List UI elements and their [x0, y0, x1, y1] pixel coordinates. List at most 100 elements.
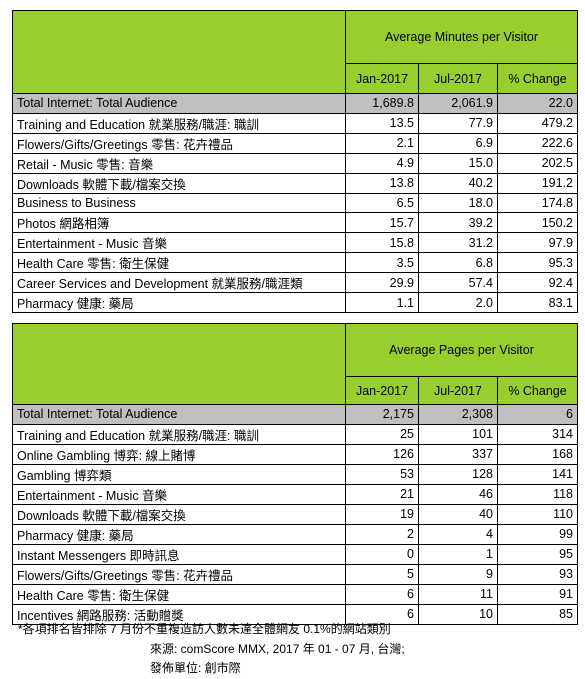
row-label: Gambling 博弈類	[12, 463, 346, 485]
cell-value: 22.0	[497, 93, 578, 114]
footnote: 發佈單位: 創市際	[150, 661, 241, 675]
cell-value: 4	[418, 523, 498, 545]
table-row: Flowers/Gifts/Greetings 零售: 花卉禮品 2.1 6.9 22…	[12, 132, 578, 154]
header-title: Average Minutes per Visitor	[345, 10, 578, 64]
table-row: Health Care 零售: 衛生保健 6 11 91	[12, 583, 578, 605]
row-label: Entertainment - Music 音樂	[12, 232, 346, 254]
footnote: *各項排名皆排除 7 月份不重複造訪人數未達全體網友 0.1%的網站類別	[18, 622, 391, 636]
row-label: Instant Messengers 即時訊息	[12, 543, 346, 565]
cell-value: 6.9	[418, 132, 498, 154]
header-title: Average Pages per Visitor	[345, 323, 578, 377]
cell-value: 5	[345, 563, 419, 585]
cell-value: 2.1	[345, 132, 419, 154]
cell-value: 77.9	[418, 112, 498, 134]
cell-value: 13.8	[345, 172, 419, 194]
cell-value: 57.4	[418, 272, 498, 294]
table-row: Health Care 零售: 衛生保健 3.5 6.8 95.3	[12, 252, 578, 274]
total-row: Total Internet: Total Audience 2,175 2,308…	[12, 404, 578, 425]
cell-value: 101	[418, 423, 498, 445]
row-label: Entertainment - Music 音樂	[12, 483, 346, 505]
row-label: Online Gambling 博弈: 線上賭博	[12, 443, 346, 465]
row-label: Total Internet: Total Audience	[12, 404, 346, 425]
row-label: Retail - Music 零售: 音樂	[12, 152, 346, 174]
cell-value: 93	[497, 563, 578, 585]
cell-value: 6	[345, 603, 419, 625]
header-cell	[12, 323, 346, 405]
cell-value: 314	[497, 423, 578, 445]
row-label: Incentives 網路服務: 活動贈獎	[12, 603, 346, 625]
cell-value: 6	[497, 404, 578, 425]
cell-value: 3.5	[345, 252, 419, 274]
table-row: Online Gambling 博弈: 線上賭博 126 337 168	[12, 443, 578, 465]
cell-value: 95	[497, 543, 578, 565]
cell-value: 29.9	[345, 272, 419, 294]
cell-value: 128	[418, 463, 498, 485]
cell-value: 19	[345, 503, 419, 525]
cell-value: 9	[418, 563, 498, 585]
cell-value: 174.8	[497, 192, 578, 214]
cell-value: 25	[345, 423, 419, 445]
column-header: Jan-2017	[345, 376, 419, 405]
row-label: Photos 網路相簿	[12, 212, 346, 234]
row-label: Health Care 零售: 衛生保健	[12, 252, 346, 274]
header-row: Average Minutes per Visitor	[12, 10, 578, 94]
cell-value: 83.1	[497, 292, 578, 314]
cell-value: 2,061.9	[418, 93, 498, 114]
row-label: Training and Education 就業服務/職涯: 職訓	[12, 423, 346, 445]
row-label: Flowers/Gifts/Greetings 零售: 花卉禮品	[12, 563, 346, 585]
cell-value: 1.1	[345, 292, 419, 314]
column-header: % Change	[497, 376, 578, 405]
cell-value: 2	[345, 523, 419, 545]
cell-value: 15.0	[418, 152, 498, 174]
cell-value: 222.6	[497, 132, 578, 154]
cell-value: 141	[497, 463, 578, 485]
cell-value: 99	[497, 523, 578, 545]
cell-value: 479.2	[497, 112, 578, 134]
cell-value: 2,308	[418, 404, 498, 425]
column-header: Jul-2017	[418, 63, 498, 94]
table-row: Entertainment - Music 音樂 15.8 31.2 97.9	[12, 232, 578, 254]
cell-value: 92.4	[497, 272, 578, 294]
header-row: Average Pages per Visitor	[12, 323, 578, 405]
table-row: Business to Business 6.5 18.0 174.8	[12, 192, 578, 214]
cell-value: 97.9	[497, 232, 578, 254]
cell-value: 31.2	[418, 232, 498, 254]
table-row: Career Services and Development 就業服務/職涯類…	[12, 272, 578, 294]
cell-value: 118	[497, 483, 578, 505]
row-label: Training and Education 就業服務/職涯: 職訓	[12, 112, 346, 134]
cell-value: 6.8	[418, 252, 498, 274]
row-label: Career Services and Development 就業服務/職涯類	[12, 272, 346, 294]
cell-value: 18.0	[418, 192, 498, 214]
total-row: Total Internet: Total Audience 1,689.8 2,0…	[12, 93, 578, 114]
cell-value: 150.2	[497, 212, 578, 234]
data-table: Average Pages per Visitor Jan-2017 Jul-201…	[12, 323, 578, 625]
cell-value: 21	[345, 483, 419, 505]
cell-value: 53	[345, 463, 419, 485]
cell-value: 2,175	[345, 404, 419, 425]
row-label: Pharmacy 健康: 藥局	[12, 523, 346, 545]
row-label: Downloads 軟體下載/檔案交換	[12, 172, 346, 194]
table-row: Pharmacy 健康: 藥局 2 4 99	[12, 523, 578, 545]
cell-value: 10	[418, 603, 498, 625]
table-row: Gambling 博弈類 53 128 141	[12, 463, 578, 485]
row-label: Health Care 零售: 衛生保健	[12, 583, 346, 605]
cell-value: 15.7	[345, 212, 419, 234]
table-row: Downloads 軟體下載/檔案交換 13.8 40.2 191.2	[12, 172, 578, 194]
cell-value: 6.5	[345, 192, 419, 214]
table-row: Training and Education 就業服務/職涯: 職訓 13.5 77…	[12, 112, 578, 134]
cell-value: 1,689.8	[345, 93, 419, 114]
cell-value: 1	[418, 543, 498, 565]
cell-value: 40	[418, 503, 498, 525]
table-row: Training and Education 就業服務/職涯: 職訓 25 101 3…	[12, 423, 578, 445]
cell-value: 168	[497, 443, 578, 465]
row-label: Business to Business	[12, 192, 346, 214]
column-header: Jul-2017	[418, 376, 498, 405]
table-row: Instant Messengers 即時訊息 0 1 95	[12, 543, 578, 565]
column-header: Jan-2017	[345, 63, 419, 94]
cell-value: 39.2	[418, 212, 498, 234]
data-table: Average Minutes per Visitor Jan-2017 Jul-2…	[12, 10, 578, 314]
header-row: Jan-2017 Jul-2017% Change	[13, 63, 578, 94]
table-row: Photos 網路相簿 15.7 39.2 150.2	[12, 212, 578, 234]
row-label: Flowers/Gifts/Greetings 零售: 花卉禮品	[12, 132, 346, 154]
